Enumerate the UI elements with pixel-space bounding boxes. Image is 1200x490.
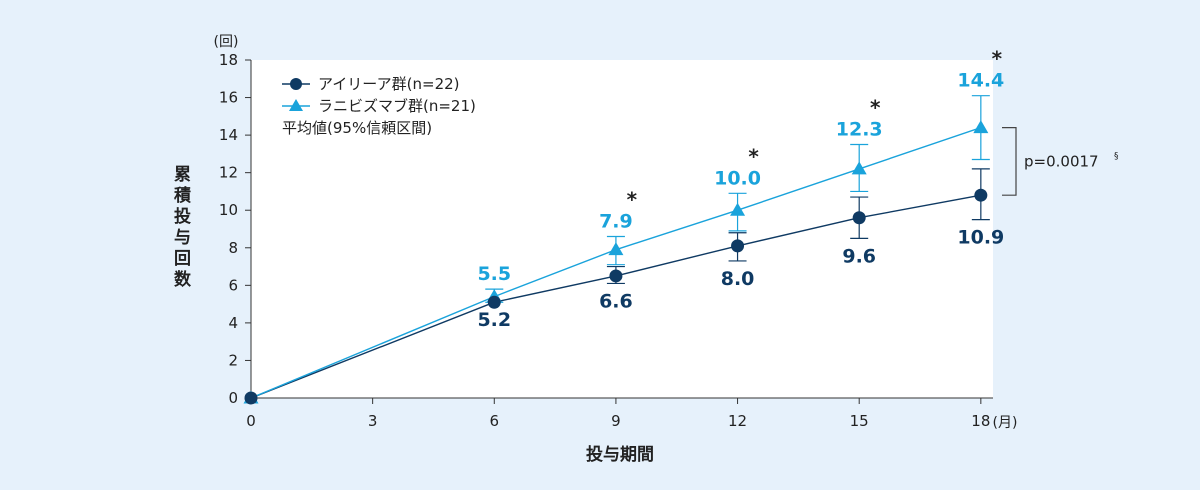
legend-marker-circle	[290, 78, 302, 90]
y-tick-label: 4	[228, 314, 238, 332]
data-label-ranibizumab: 14.4	[957, 70, 1004, 92]
x-axis-title: 投与期間	[586, 444, 654, 465]
significance-star: *	[870, 96, 881, 120]
data-label-ranibizumab: 7.9	[599, 211, 633, 233]
legend-note: 平均値(95%信頼区間)	[282, 119, 432, 137]
legend: アイリーア群(n=22) ラニビズマブ群(n=21) 平均値(95%信頼区間)	[282, 75, 476, 137]
plot-area	[251, 60, 993, 398]
y-tick-label: 10	[219, 201, 238, 219]
series-markers	[243, 120, 989, 405]
data-label-aflibercept: 10.9	[957, 227, 1004, 249]
x-tick-label: 0	[246, 412, 256, 430]
p-value-superscript: §	[1114, 151, 1119, 161]
data-point-aflibercept	[487, 295, 501, 309]
data-label-aflibercept: 5.2	[477, 309, 511, 331]
series-line-aflibercept	[250, 194, 981, 399]
p-value-bracket	[1002, 127, 1017, 196]
axes: 0 2 4 6 8 10 12 14 16 18 0 3 6 9 12 15 18	[219, 51, 993, 430]
significance-star: *	[992, 47, 1003, 71]
x-tick-label: 9	[611, 412, 621, 430]
data-point-aflibercept	[609, 269, 623, 283]
data-point-aflibercept	[852, 211, 866, 225]
series-line-ranibizumab	[250, 126, 982, 399]
data-label-ranibizumab: 5.5	[477, 263, 511, 285]
y-tick-label: 18	[219, 51, 238, 69]
data-point-aflibercept	[731, 239, 745, 253]
y-tick-label: 0	[228, 389, 238, 407]
legend-label: ラニビズマブ群(n=21)	[318, 97, 476, 115]
x-tick-label: 3	[368, 412, 378, 430]
data-label-aflibercept: 6.6	[599, 290, 633, 312]
data-point-aflibercept	[244, 391, 258, 405]
data-point-ranibizumab	[973, 120, 989, 134]
data-label-ranibizumab: 10.0	[714, 167, 761, 189]
y-tick-label: 6	[228, 276, 238, 294]
data-label-aflibercept: 9.6	[842, 245, 876, 267]
significance-marks: * * * *	[627, 47, 1003, 212]
data-label-aflibercept: 8.0	[721, 268, 755, 290]
y-tick-label: 12	[219, 164, 238, 182]
data-point-ranibizumab	[608, 242, 624, 256]
series-lines	[250, 126, 982, 399]
data-point-ranibizumab	[851, 161, 867, 175]
x-tick-label: 12	[728, 412, 747, 430]
significance-star: *	[627, 188, 638, 212]
p-value-annotation: p=0.0017 §	[1002, 127, 1119, 196]
y-axis-title: 累積投与回数	[170, 165, 191, 291]
data-point-aflibercept	[974, 188, 988, 202]
y-tick-label: 16	[219, 89, 238, 107]
x-tick-label: 18	[971, 412, 990, 430]
y-tick-label: 14	[219, 126, 238, 144]
y-tick-label: 8	[228, 239, 238, 257]
x-axis-unit: (月)	[993, 415, 1018, 431]
p-value-text: p=0.0017	[1024, 152, 1099, 170]
x-tick-label: 15	[850, 412, 869, 430]
y-axis-unit: (回)	[214, 34, 239, 50]
y-tick-label: 2	[228, 351, 238, 369]
legend-label: アイリーア群(n=22)	[318, 75, 460, 93]
data-labels: 5.2 6.6 8.0 9.6 10.9 5.5 7.9 10.0 12.3 14.4	[477, 70, 1004, 332]
significance-star: *	[748, 144, 759, 168]
x-tick-label: 6	[490, 412, 500, 430]
data-label-ranibizumab: 12.3	[836, 119, 883, 141]
legend-marker-triangle	[289, 99, 303, 111]
data-point-ranibizumab	[730, 202, 746, 216]
